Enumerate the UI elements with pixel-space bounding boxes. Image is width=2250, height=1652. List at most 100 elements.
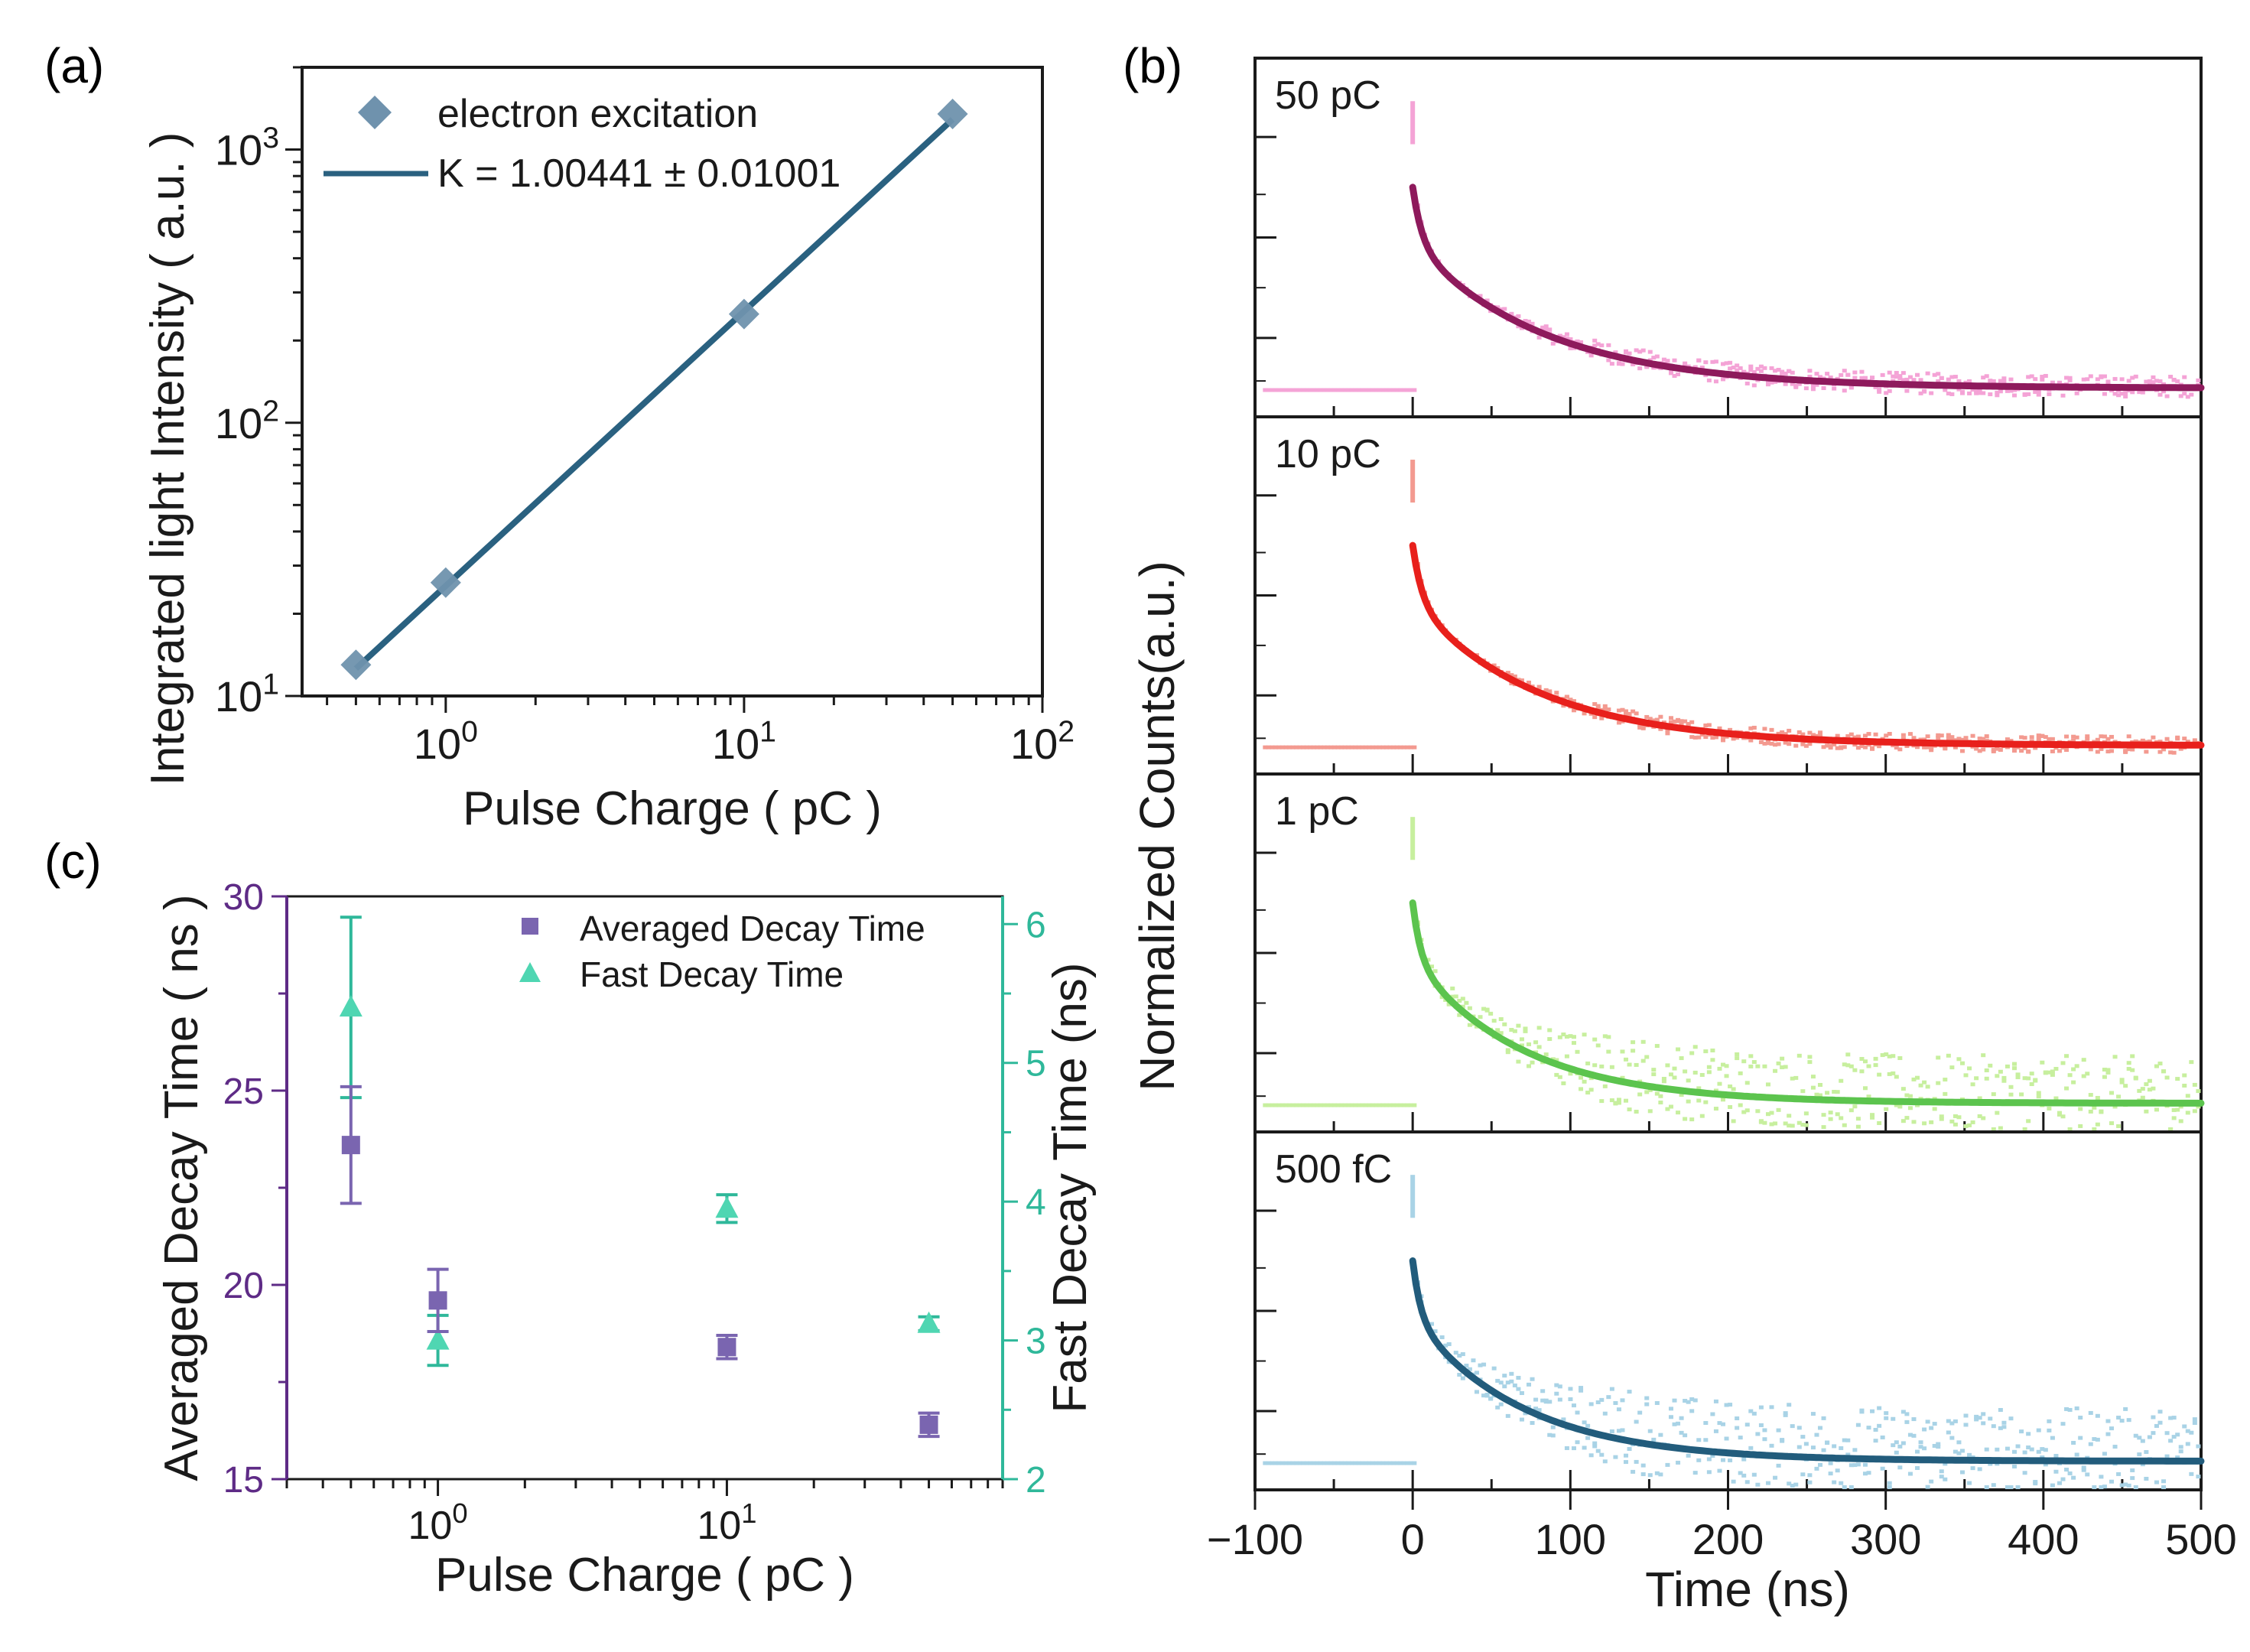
plot-b-data-dot: [2178, 394, 2183, 398]
plot-b-data-dot: [1620, 362, 1625, 366]
plot-b-data-dot: [2001, 1078, 2007, 1083]
plot-b-data-dot: [1956, 1440, 1962, 1445]
plot-b-data-dot: [1439, 995, 1445, 1000]
plot-b-data-dot: [2095, 1437, 2100, 1442]
plot-b-data-dot: [1512, 1029, 1517, 1033]
plot-b-data-dot: [1432, 969, 1438, 974]
plot-b-data-dot: [1377, 1461, 1382, 1465]
plot-b-data-dot: [1557, 1035, 1562, 1039]
plot-b-data-dot: [1977, 1096, 1982, 1101]
plot-b-data-dot: [1488, 1011, 1494, 1016]
plot-b-data-dot: [2036, 1091, 2041, 1095]
plot-b-data-dot: [2064, 1468, 2070, 1472]
plot-b-data-dot: [2192, 1421, 2197, 1426]
plot-b-data-dot: [1294, 388, 1299, 392]
plot-b-data-dot: [1818, 375, 1823, 379]
plot-b-data-dot: [1606, 1049, 1611, 1054]
plot-b-data-dot: [1651, 718, 1657, 723]
plot-b-data-dot: [1803, 743, 1809, 748]
plot-b-data-dot: [2119, 1078, 2125, 1082]
plot-b-data-dot: [1897, 747, 1903, 752]
plot-b-data-dot: [1287, 388, 1292, 392]
plot-b-data-dot: [1380, 1461, 1386, 1465]
plot-b-data-dot: [1762, 1064, 1767, 1068]
plot-b-data-dot: [2151, 1415, 2156, 1419]
plot-b-data-dot: [1751, 1411, 1757, 1416]
plot-b-data-dot: [2095, 1122, 2100, 1127]
plot-b-data-dot: [1509, 1379, 1514, 1384]
plot-b-data-dot: [2116, 389, 2122, 393]
plot-b-data-dot: [1915, 1103, 1920, 1107]
plot-b-data-dot: [1859, 376, 1865, 380]
plot-b-data-dot: [1959, 1449, 1965, 1453]
plot-b-data-dot: [1848, 385, 1854, 390]
plot-b-data-dot: [2154, 1107, 2159, 1112]
plot-b-data-dot: [1634, 1459, 1639, 1464]
plot-b-data-dot: [1967, 1066, 1972, 1071]
legend-a-marker-icon: [358, 96, 392, 129]
plot-b-data-dot: [1502, 1374, 1507, 1378]
plot-b-data-dot: [1533, 1040, 1539, 1045]
plot-b-data-dot: [1405, 1103, 1410, 1107]
legend-c-entry-1: Averaged Decay Time: [580, 909, 925, 948]
plot-b-data-dot: [1561, 1032, 1566, 1037]
plot-b-data-dot: [1755, 1482, 1761, 1487]
plot-b-data-dot: [1405, 745, 1410, 750]
plot-b-data-dot: [2157, 392, 2163, 397]
plot-b-data-dot: [1346, 1461, 1351, 1465]
plot-b-data-dot: [1755, 1432, 1761, 1436]
plot-b-data-dot: [1672, 719, 1677, 724]
plot-b-subplot-label: 1 pC: [1275, 789, 1359, 834]
plot-b-data-dot: [1412, 745, 1417, 750]
plot-b-data-dot: [1900, 1119, 1906, 1124]
plot-b-data-dot: [1579, 1386, 1584, 1390]
plot-b-data-dot: [1661, 1077, 1666, 1081]
plot-b-data-dot: [2154, 379, 2159, 383]
plot-b-data-dot: [1939, 1114, 1944, 1119]
plot-b-data-dot: [2123, 1482, 2128, 1487]
plot-b-subplot-label: 500 fC: [1275, 1147, 1392, 1192]
plot-b-data-dot: [1897, 1055, 1903, 1060]
plot-b-data-dot: [2085, 737, 2090, 741]
plot-b-data-dot: [1862, 1086, 1868, 1091]
plot-b-data-dot: [1959, 1470, 1965, 1475]
plot-b-data-dot: [2071, 1080, 2076, 1085]
plot-b-data-dot: [2085, 377, 2090, 382]
plot-b-data-dot: [2189, 1430, 2194, 1435]
plot-b-data-dot: [2081, 1468, 2086, 1472]
plot-b-data-dot: [1370, 1103, 1375, 1107]
plot-b-data-dot: [1349, 1103, 1354, 1107]
plot-b-data-dot: [1717, 726, 1722, 730]
plot-b-data-dot: [1803, 1442, 1809, 1446]
plot-b-data-dot: [1613, 1400, 1618, 1405]
plot-b-data-dot: [2078, 1124, 2083, 1128]
plot-b-data-dot: [1939, 376, 1944, 381]
plot-b-data-dot: [1769, 1443, 1774, 1448]
plot-b-data-dot: [1855, 1124, 1861, 1129]
plot-b-data-dot: [1949, 1436, 1955, 1440]
legend-c-entry-2: Fast Decay Time: [580, 954, 844, 994]
plot-c-ticks: [271, 895, 1018, 1496]
plot-b-data-dot: [1728, 1458, 1733, 1462]
plot-b-data-dot: [1825, 1441, 1830, 1446]
plot-b-data-dot: [1599, 1099, 1605, 1104]
plot-b-data-dot: [1731, 1119, 1736, 1124]
plot-b-data-dot: [1842, 1438, 1847, 1442]
plot-b-data-dot: [1509, 1028, 1514, 1032]
plot-b-data-dot: [1696, 1098, 1702, 1103]
plot-b-data-dot: [1751, 1060, 1757, 1065]
plot-b-data-dot: [1443, 1343, 1449, 1348]
plot-b-data-dot: [2130, 747, 2135, 752]
plot-b-data-dot: [1491, 1019, 1497, 1023]
plot-b-data-dot: [1862, 745, 1868, 750]
plot-b-subplot-label: 50 pC: [1275, 73, 1381, 118]
plot-b-data-dot: [2043, 1448, 2048, 1452]
plot-b-data-dot: [1328, 388, 1334, 392]
plot-b-data-dot: [1460, 1004, 1465, 1009]
plot-b-data-dot: [2047, 1070, 2052, 1075]
plot-b-data-dot: [1571, 699, 1576, 704]
plot-b-data-dot: [1758, 364, 1764, 369]
plot-b-data-dot: [1599, 343, 1605, 348]
plot-b-data-dot: [1991, 747, 1996, 752]
plot-b-data-dot: [1606, 707, 1611, 712]
